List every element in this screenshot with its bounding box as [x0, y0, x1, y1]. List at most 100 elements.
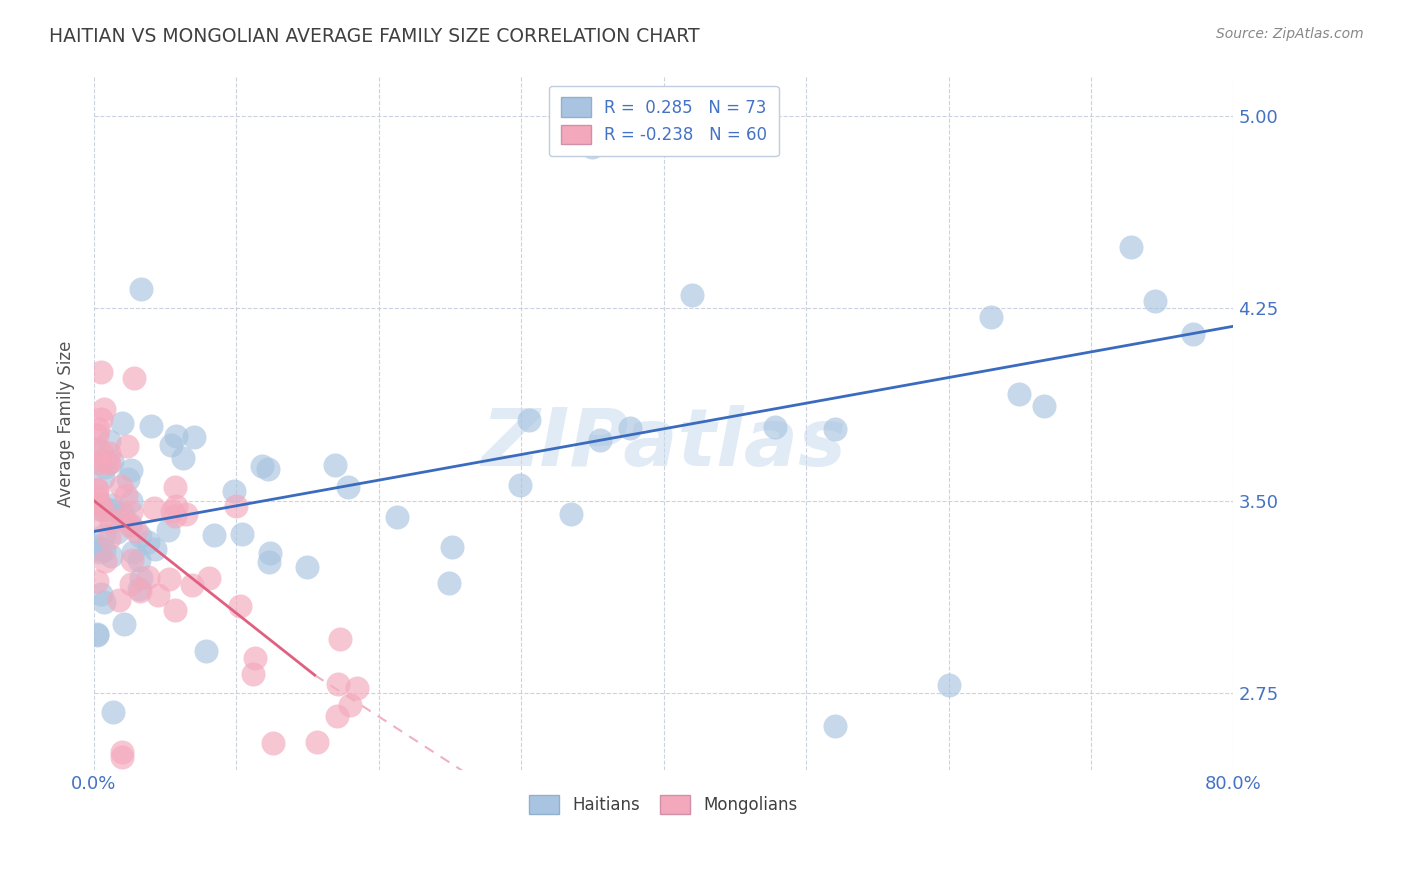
Point — [323, 458, 346, 472]
Point — [163, 480, 186, 494]
Point — [128, 528, 150, 542]
Point — [195, 644, 218, 658]
Point — [122, 371, 145, 385]
Point — [111, 750, 134, 764]
Point — [97, 456, 120, 470]
Point — [120, 463, 142, 477]
Point — [86, 491, 108, 505]
Point — [262, 736, 284, 750]
Point — [100, 549, 122, 563]
Point — [86, 627, 108, 641]
Point — [243, 651, 266, 665]
Point — [1181, 327, 1204, 342]
Point — [90, 411, 112, 425]
Point — [1144, 293, 1167, 308]
Point — [326, 677, 349, 691]
Point — [257, 461, 280, 475]
Point — [108, 593, 131, 607]
Point — [129, 282, 152, 296]
Point — [87, 453, 110, 467]
Point — [181, 578, 204, 592]
Point — [86, 541, 108, 556]
Point — [619, 421, 641, 435]
Point — [136, 535, 159, 549]
Point — [91, 471, 114, 485]
Point — [110, 479, 132, 493]
Point — [824, 719, 846, 733]
Point — [93, 401, 115, 416]
Point — [94, 501, 117, 516]
Point — [111, 507, 134, 521]
Point — [157, 572, 180, 586]
Point — [125, 524, 148, 539]
Point — [326, 709, 349, 723]
Point — [111, 745, 134, 759]
Y-axis label: Average Family Size: Average Family Size — [58, 341, 75, 507]
Point — [89, 456, 111, 470]
Point — [101, 454, 124, 468]
Point — [146, 588, 169, 602]
Point — [980, 310, 1002, 324]
Point — [297, 560, 319, 574]
Point — [307, 735, 329, 749]
Point — [97, 455, 120, 469]
Point — [128, 582, 150, 596]
Point — [120, 494, 142, 508]
Point — [114, 488, 136, 502]
Point — [86, 483, 108, 498]
Point — [143, 541, 166, 556]
Point — [97, 434, 120, 448]
Point — [165, 508, 187, 523]
Point — [136, 570, 159, 584]
Point — [97, 531, 120, 545]
Point — [174, 508, 197, 522]
Point — [101, 503, 124, 517]
Point — [87, 421, 110, 435]
Point — [90, 444, 112, 458]
Point — [100, 515, 122, 529]
Point — [242, 667, 264, 681]
Point — [560, 508, 582, 522]
Point — [157, 523, 180, 537]
Point — [183, 430, 205, 444]
Point — [509, 477, 531, 491]
Point — [335, 777, 357, 791]
Point — [94, 459, 117, 474]
Point — [93, 542, 115, 557]
Point — [681, 288, 703, 302]
Point — [1032, 399, 1054, 413]
Text: Source: ZipAtlas.com: Source: ZipAtlas.com — [1216, 27, 1364, 41]
Point — [90, 366, 112, 380]
Point — [517, 413, 540, 427]
Point — [105, 524, 128, 539]
Point — [87, 501, 110, 516]
Point — [387, 509, 409, 524]
Point — [111, 511, 134, 525]
Point — [257, 555, 280, 569]
Point — [172, 450, 194, 465]
Point — [122, 545, 145, 559]
Point — [938, 678, 960, 692]
Point — [165, 429, 187, 443]
Point — [160, 504, 183, 518]
Point — [121, 553, 143, 567]
Point — [165, 499, 187, 513]
Point — [89, 497, 111, 511]
Point — [231, 527, 253, 541]
Point — [86, 574, 108, 588]
Point — [225, 499, 247, 513]
Point — [101, 705, 124, 719]
Point — [86, 442, 108, 457]
Point — [329, 632, 352, 647]
Point — [1008, 387, 1031, 401]
Point — [250, 459, 273, 474]
Point — [440, 540, 463, 554]
Point — [581, 139, 603, 153]
Point — [128, 553, 150, 567]
Point — [90, 513, 112, 527]
Point — [86, 482, 108, 496]
Point — [763, 419, 786, 434]
Point — [589, 433, 612, 447]
Point — [93, 528, 115, 542]
Point — [115, 439, 138, 453]
